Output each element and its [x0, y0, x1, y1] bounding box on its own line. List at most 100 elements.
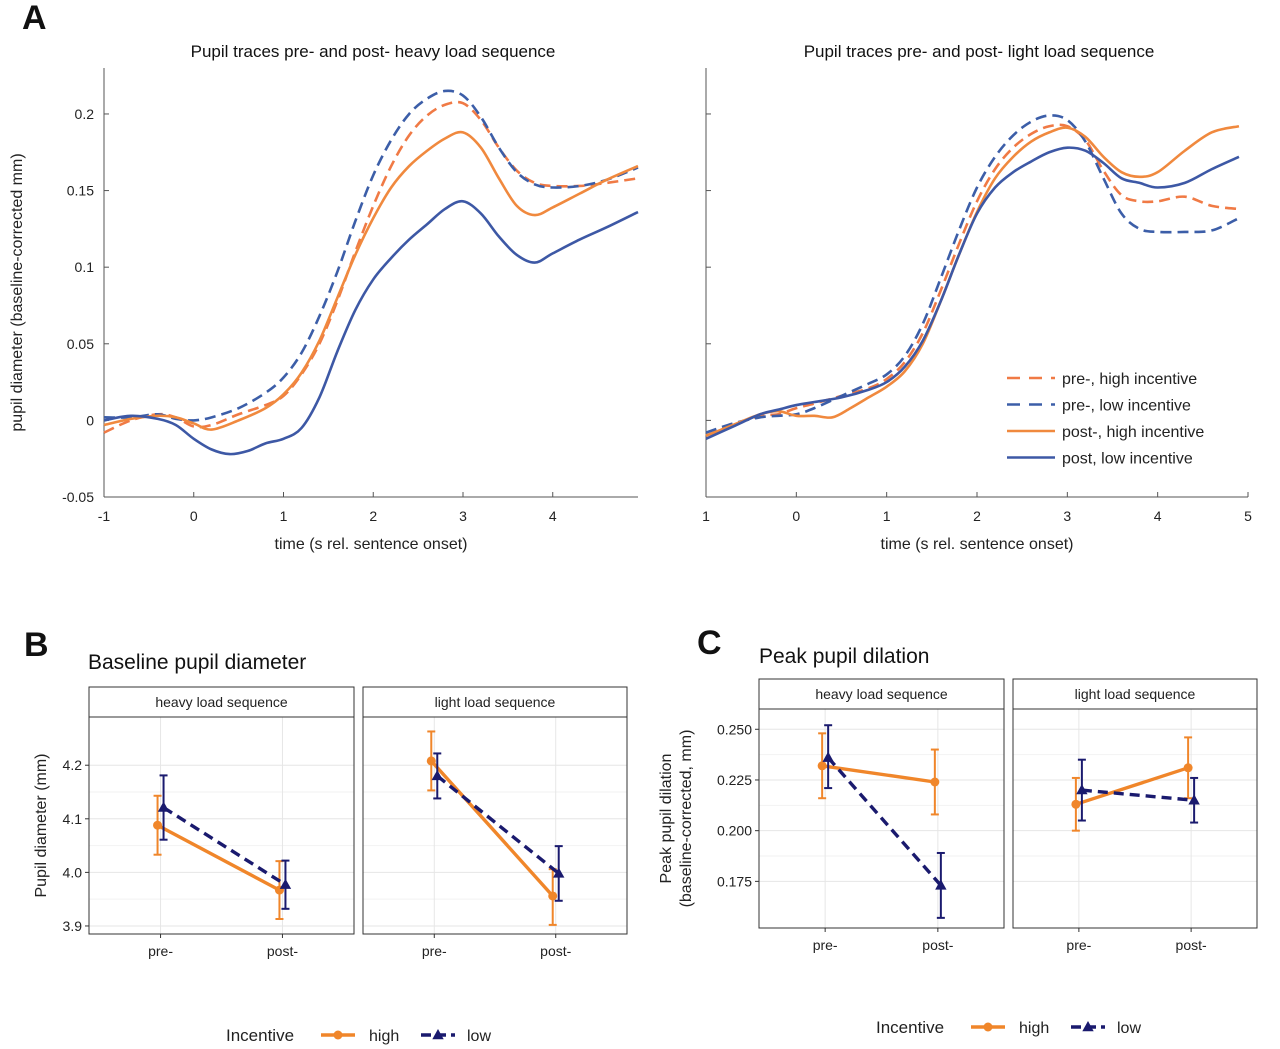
point-low [431, 769, 443, 781]
y-tick-label: 0.225 [717, 772, 752, 788]
panel-a-light-load-trace: 1 0 1 2 3 4 5 Pupil traces pre- and post- light… [702, 42, 1252, 553]
x-tick-label: 5 [1244, 508, 1252, 524]
y-tick-label: 0.15 [67, 183, 94, 199]
facet-heavy: heavy load sequence pre-post- [88, 686, 355, 959]
y-tick-label: 0.250 [717, 721, 752, 737]
panel-b-baseline-diameter: Baseline pupil diameter Pupil diameter (m… [33, 651, 628, 1045]
series-line-pre-low [705, 114, 1240, 434]
x-tick-label: pre- [148, 943, 173, 959]
series-line-high [1075, 766, 1189, 806]
x-tick-label: 2 [973, 508, 981, 524]
x-tick-label: 1 [280, 508, 288, 524]
panel-a-heavy-load-trace: -1 0 1 2 3 4 -0.05 0 0.05 0.1 0.15 0.2 Pupil traces … [9, 42, 639, 553]
facet-strip-label: light load sequence [435, 694, 556, 710]
series-line-high [156, 823, 281, 892]
x-tick-label: 0 [792, 508, 800, 524]
x-tick-label: pre- [422, 943, 447, 959]
y-axis-label: Peak pupil dilation [658, 754, 675, 884]
facet-panel-border [1012, 708, 1258, 929]
facet-light: light load sequence pre-post- [362, 686, 628, 959]
x-tick-label: post- [1176, 937, 1207, 953]
y-tick-label: 0.05 [67, 336, 94, 352]
point-high [930, 777, 940, 787]
x-tick-label: post- [922, 937, 953, 953]
legend-label: high [1019, 1020, 1049, 1037]
point-low [553, 867, 565, 878]
series-line-low [162, 806, 287, 887]
point-high [548, 891, 558, 901]
x-tick-label: 0 [190, 508, 198, 524]
legend-label: post, low incentive [1062, 451, 1193, 468]
legend-label: post-, high incentive [1062, 424, 1204, 441]
point-high [426, 756, 436, 766]
x-axis-label: time (s rel. sentence onset) [881, 536, 1074, 553]
series-line-low [436, 774, 560, 875]
legend: Incentive high low [876, 1018, 1141, 1037]
series-line-high [821, 764, 936, 784]
chart-title: Pupil traces pre- and post- heavy load s… [191, 42, 556, 61]
x-tick-label: 4 [1154, 508, 1162, 524]
panel-letter-c: C [697, 624, 722, 662]
point-low [822, 751, 834, 762]
x-tick-label: 1 [702, 508, 710, 524]
facet-panel-border [758, 708, 1005, 929]
y-tick-label: 0.175 [717, 873, 752, 889]
series-line-pre-high [103, 100, 639, 434]
x-tick-label: pre- [813, 937, 838, 953]
y-axis-label: Pupil diameter (mm) [33, 753, 50, 897]
facet-strip [758, 678, 1005, 710]
legend-title: Incentive [226, 1026, 294, 1045]
legend-label: low [1117, 1020, 1141, 1037]
facet-strip-label: heavy load sequence [155, 694, 288, 710]
facet-heavy: heavy load sequence pre-post- [758, 678, 1005, 953]
point-low [279, 878, 292, 889]
y-tick-label: 4.1 [63, 811, 83, 827]
point-high [1183, 763, 1193, 773]
x-tick-label: 2 [369, 508, 377, 524]
facet-strip [362, 686, 628, 718]
chart-title: Baseline pupil diameter [88, 651, 306, 674]
facet-strip-label: light load sequence [1075, 686, 1196, 702]
y-tick-label: 4.2 [63, 757, 83, 773]
legend-title: Incentive [876, 1018, 944, 1037]
x-tick-label: 3 [459, 508, 467, 524]
series-line-pre-low [103, 89, 639, 422]
y-tick-label: 0.200 [717, 823, 752, 839]
panel-letter-a: A [22, 0, 47, 37]
x-tick-label: 1 [883, 508, 891, 524]
point-low [1188, 794, 1200, 805]
facet-panel-border [88, 716, 355, 935]
legend-key-low-point [432, 1029, 444, 1040]
series-line-post-high [103, 130, 639, 431]
point-low [157, 801, 170, 812]
point-high [1071, 799, 1081, 809]
series-line-post-low [705, 146, 1240, 440]
facet-panel-border [362, 716, 628, 935]
legend: Incentive high low [226, 1026, 491, 1045]
series-line-high [430, 759, 554, 898]
point-high [817, 761, 827, 771]
x-axis-label: time (s rel. sentence onset) [275, 536, 468, 553]
chart-title: Pupil traces pre- and post- light load s… [804, 42, 1155, 61]
legend-label: high [369, 1028, 399, 1045]
x-tick-label: post- [267, 943, 298, 959]
series-line-post-low [103, 199, 639, 456]
y-tick-label: -0.05 [62, 489, 94, 505]
x-tick-label: pre- [1066, 937, 1091, 953]
legend-key-high-point [333, 1030, 343, 1040]
y-tick-label: 0 [86, 412, 94, 428]
facet-strip-label: heavy load sequence [815, 686, 948, 702]
y-tick-label: 0.2 [75, 106, 95, 122]
legend-label: pre-, low incentive [1062, 398, 1191, 415]
series-line-post-high [705, 124, 1240, 437]
x-tick-label: 4 [549, 508, 557, 524]
panel-letter-b: B [24, 626, 49, 664]
chart-title: Peak pupil dilation [759, 645, 929, 668]
y-tick-label: 4.0 [63, 864, 83, 880]
y-axis-label: (baseline-corrected, mm) [678, 730, 695, 908]
point-low [1076, 784, 1088, 795]
y-tick-label: 3.9 [63, 918, 83, 934]
x-tick-label: post- [540, 943, 571, 959]
